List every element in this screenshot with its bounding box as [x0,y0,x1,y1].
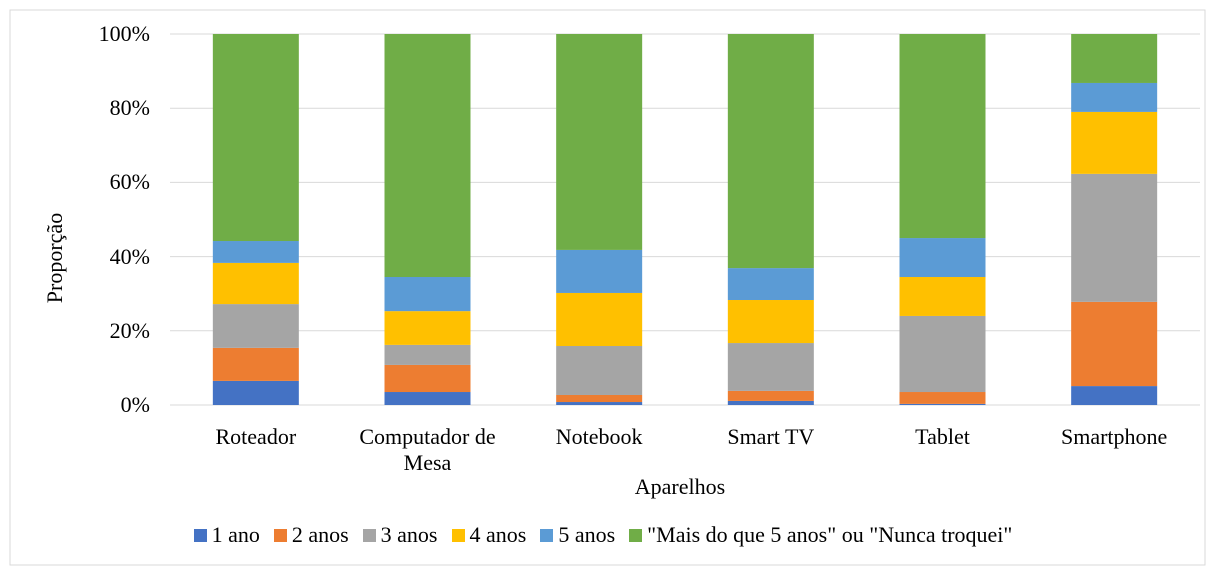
y-tick-label: 100% [98,21,150,46]
bar-segment [1071,386,1158,405]
y-tick-label: 20% [109,317,150,343]
bar-segment [1071,82,1158,112]
legend-label: 2 anos [291,522,349,547]
bar-segment [727,390,814,401]
bar-segment [556,34,643,250]
legend-swatch [362,528,376,542]
legend-label: 3 anos [380,522,438,547]
x-tick-label: Computador de Mesa [359,424,496,475]
bar-segment [1071,301,1158,387]
bar-segment [899,34,986,239]
bar-segment [899,277,986,316]
bar-segment [727,268,814,301]
x-tick-label: Roteador [215,424,297,449]
legend-item: 2 anos [273,522,349,548]
bar-segment [384,34,471,278]
x-tick-label: Smartphone [1060,424,1168,449]
legend-label: 4 anos [469,522,527,547]
x-axis-title: Aparelhos [634,474,726,499]
bar-segment [384,277,471,312]
legend: 1 ano 2 anos 3 anos 4 anos 5 anos "Mais do qu… [0,522,1206,548]
bar-segment [1071,111,1158,174]
bar-segment [727,400,814,405]
bar-segment [384,392,471,405]
legend-label: 5 anos [558,522,616,547]
bar-segment [212,34,299,242]
bar-segment [899,238,986,278]
legend-swatch [540,528,554,542]
legend-swatch [273,528,287,542]
x-tick-label: Tablet [915,424,970,449]
bar-segment [727,34,814,269]
legend-label: 1 ano [211,522,260,547]
bar-segment [212,304,299,348]
bar-segment [899,403,986,405]
y-tick-label: 0% [120,392,150,417]
legend-swatch [451,528,465,542]
bar-segment [556,394,643,403]
x-tick-label: Notebook [555,424,643,449]
chart-border [9,9,1206,566]
bar-segment [899,392,986,404]
x-tick-label: Smart TV [727,424,815,449]
bar-segment [212,347,299,381]
bar-segment [727,343,814,391]
legend-item: 3 anos [362,522,438,548]
y-tick-label: 60% [109,169,150,195]
bar-segment [384,364,471,393]
legend-item: "Mais do que 5 anos" ou "Nunca troquei" [629,522,1012,548]
bar-segment [212,262,299,305]
bar-segment [1071,173,1158,302]
legend-swatch [193,528,207,542]
legend-label: "Mais do que 5 anos" ou "Nunca troquei" [647,522,1013,547]
bar-segment [384,344,471,365]
bar-segment [556,249,643,293]
bar-segment [556,402,643,405]
bar-segment [556,346,643,395]
bar-segment [1071,34,1158,83]
legend-item: 1 ano [193,522,260,548]
legend-item: 5 anos [540,522,615,548]
bar-segment [727,300,814,344]
bar-segment [212,241,299,263]
y-tick-label: 80% [109,95,150,121]
bar-segment [899,315,986,393]
bar-segment [556,292,643,347]
legend-item: 4 anos [451,522,527,548]
legend-swatch [629,528,643,542]
bar-segment [212,380,299,405]
y-tick-label: 40% [109,243,150,269]
bar-segment [384,311,471,345]
